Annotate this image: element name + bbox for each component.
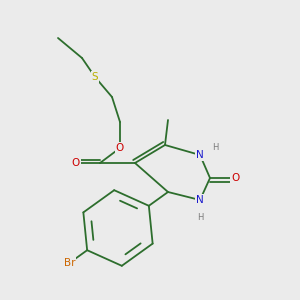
Text: O: O <box>116 143 124 153</box>
Text: H: H <box>212 142 218 152</box>
Text: H: H <box>197 214 203 223</box>
Text: O: O <box>72 158 80 168</box>
Text: S: S <box>92 72 98 82</box>
Text: N: N <box>196 195 204 205</box>
Text: O: O <box>231 173 239 183</box>
Text: N: N <box>196 150 204 160</box>
Text: Br: Br <box>64 258 75 268</box>
